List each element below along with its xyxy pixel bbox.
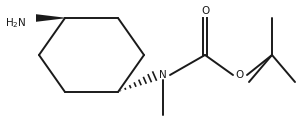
- Text: O: O: [236, 70, 244, 80]
- Text: N: N: [159, 70, 167, 80]
- Text: O: O: [201, 6, 209, 16]
- Polygon shape: [36, 14, 65, 22]
- Text: H$_2$N: H$_2$N: [5, 16, 26, 30]
